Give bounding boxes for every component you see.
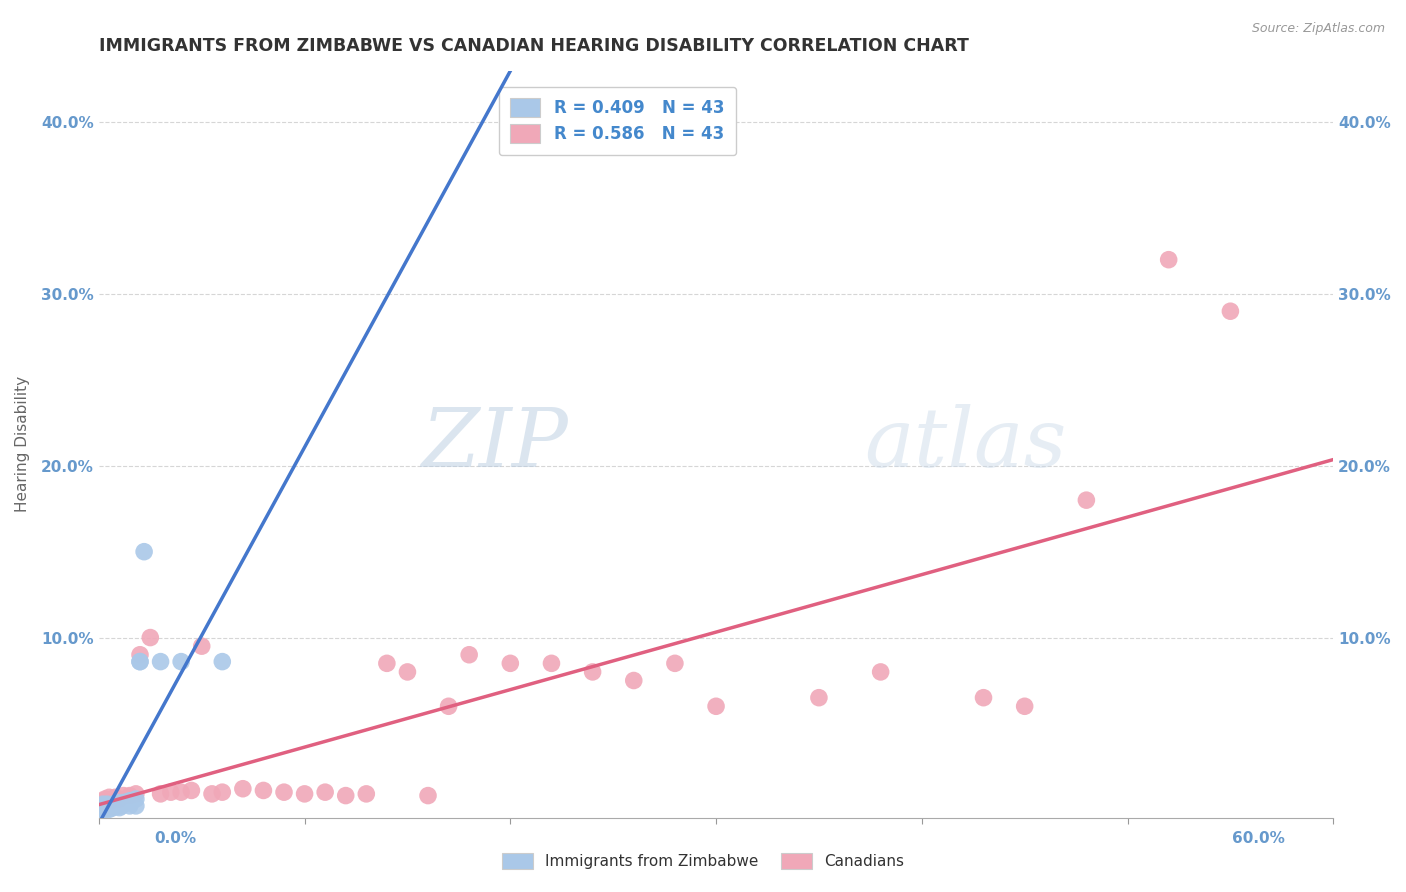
Point	[129, 648, 152, 662]
Point	[869, 665, 891, 679]
Point	[437, 699, 460, 714]
Text: IMMIGRANTS FROM ZIMBABWE VS CANADIAN HEARING DISABILITY CORRELATION CHART: IMMIGRANTS FROM ZIMBABWE VS CANADIAN HEA…	[98, 37, 969, 55]
Point	[149, 655, 172, 669]
Point	[118, 798, 141, 813]
Point	[118, 794, 141, 808]
Point	[704, 699, 727, 714]
Point	[91, 794, 114, 808]
Point	[499, 657, 522, 671]
Point	[180, 783, 202, 797]
Point	[90, 802, 112, 816]
Text: 60.0%: 60.0%	[1232, 831, 1285, 846]
Point	[91, 802, 114, 816]
Legend: Immigrants from Zimbabwe, Canadians: Immigrants from Zimbabwe, Canadians	[496, 847, 910, 875]
Point	[623, 673, 645, 688]
Point	[98, 802, 121, 816]
Point	[100, 800, 122, 814]
Point	[104, 798, 127, 813]
Point	[540, 657, 562, 671]
Point	[110, 797, 132, 812]
Point	[94, 798, 117, 813]
Point	[90, 798, 112, 813]
Text: 0.0%: 0.0%	[155, 831, 197, 846]
Point	[294, 787, 316, 801]
Point	[125, 792, 148, 806]
Point	[121, 794, 143, 808]
Point	[160, 785, 183, 799]
Point	[973, 690, 995, 705]
Point	[232, 781, 254, 796]
Point	[170, 785, 193, 799]
Point	[112, 796, 135, 810]
Point	[91, 800, 114, 814]
Point	[96, 800, 118, 814]
Point	[335, 789, 357, 803]
Point	[96, 797, 118, 812]
Legend: R = 0.409   N = 43, R = 0.586   N = 43: R = 0.409 N = 43, R = 0.586 N = 43	[499, 87, 735, 155]
Point	[103, 797, 125, 812]
Point	[108, 797, 131, 812]
Point	[132, 544, 155, 558]
Point	[396, 665, 419, 679]
Point	[98, 790, 121, 805]
Point	[201, 787, 224, 801]
Point	[110, 798, 132, 813]
Point	[98, 798, 121, 813]
Point	[90, 800, 112, 814]
Point	[211, 655, 233, 669]
Point	[807, 690, 830, 705]
Point	[100, 794, 122, 808]
Point	[108, 800, 131, 814]
Point	[129, 655, 152, 669]
Point	[91, 800, 114, 814]
Point	[125, 798, 148, 813]
Point	[104, 790, 127, 805]
Point	[581, 665, 603, 679]
Point	[104, 797, 127, 812]
Point	[100, 798, 122, 813]
Point	[273, 785, 295, 799]
Point	[105, 798, 128, 813]
Point	[94, 792, 117, 806]
Point	[252, 783, 274, 797]
Point	[314, 785, 336, 799]
Point	[108, 792, 131, 806]
Point	[149, 787, 172, 801]
Point	[170, 655, 193, 669]
Point	[139, 631, 162, 645]
Point	[118, 789, 141, 803]
Point	[664, 657, 686, 671]
Text: ZIP: ZIP	[420, 404, 568, 484]
Point	[98, 800, 121, 814]
Point	[94, 802, 117, 816]
Point	[1076, 493, 1098, 508]
Point	[91, 797, 114, 812]
Point	[105, 796, 128, 810]
Y-axis label: Hearing Disability: Hearing Disability	[15, 376, 30, 512]
Point	[103, 800, 125, 814]
Point	[94, 800, 117, 814]
Point	[94, 800, 117, 814]
Point	[112, 789, 135, 803]
Point	[114, 796, 136, 810]
Point	[211, 785, 233, 799]
Point	[356, 787, 378, 801]
Point	[129, 655, 152, 669]
Point	[416, 789, 439, 803]
Point	[96, 798, 118, 813]
Point	[190, 639, 212, 653]
Point	[1157, 252, 1180, 267]
Point	[125, 787, 148, 801]
Point	[112, 797, 135, 812]
Point	[375, 657, 398, 671]
Point	[458, 648, 481, 662]
Point	[1219, 304, 1241, 318]
Point	[1014, 699, 1036, 714]
Text: atlas: atlas	[865, 404, 1067, 484]
Text: Source: ZipAtlas.com: Source: ZipAtlas.com	[1251, 22, 1385, 36]
